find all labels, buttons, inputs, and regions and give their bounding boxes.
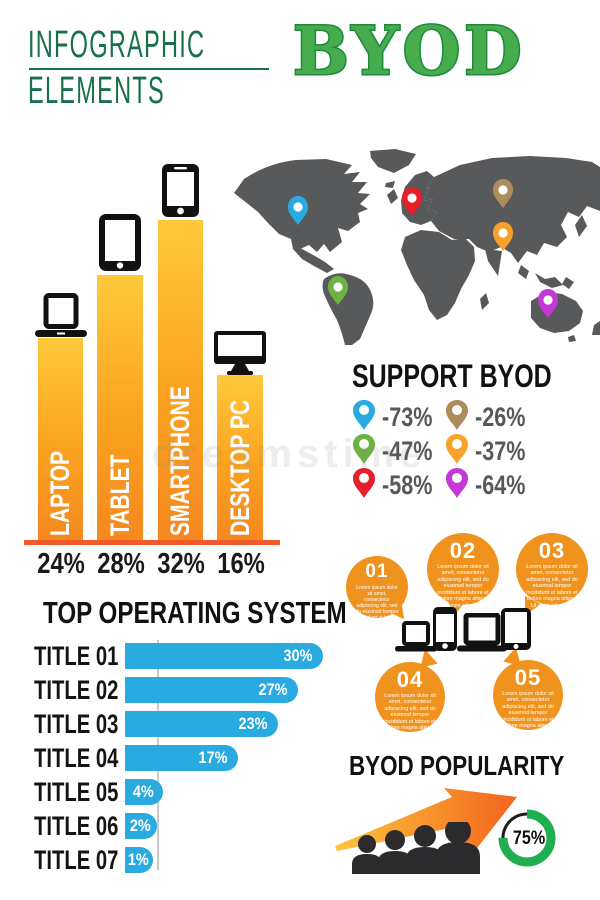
map-pin-tan — [493, 179, 513, 208]
map-pin-green — [328, 276, 348, 305]
laptop-icon — [35, 293, 87, 337]
bubble-4: 04 Lorem ipsum dolor sit amet, consectet… — [375, 662, 445, 744]
os-label-3: TITLE 03 — [34, 709, 119, 739]
os-bar-4: 17% — [125, 745, 238, 771]
os-chart-title: TOP OPERATING SYSTEM — [43, 595, 347, 630]
chart-baseline — [24, 540, 280, 545]
map-pin-orange — [493, 222, 513, 251]
tablet-icon — [501, 608, 531, 650]
os-bar-5: 4% — [125, 779, 163, 805]
support-pin-green — [353, 434, 375, 464]
support-value-orange: -37% — [475, 436, 526, 466]
os-label-7: TITLE 07 — [34, 845, 119, 875]
bar-label-tablet: TABLET — [105, 454, 135, 536]
support-pin-magenta — [446, 468, 468, 498]
bar-label-laptop: LAPTOP — [45, 450, 75, 536]
africa — [401, 230, 475, 320]
watermark: dreamstime — [152, 432, 427, 476]
support-value-magenta: -64% — [475, 470, 526, 500]
support-value-red: -58% — [382, 470, 433, 500]
os-label-4: TITLE 04 — [34, 743, 119, 773]
title-line-2: ELEMENTS — [28, 70, 165, 112]
value-desktop-pc: 16% — [217, 548, 265, 580]
bubble-5: 05 Lorem ipsum dolor sit amet, consectet… — [493, 660, 563, 742]
support-value-green: -47% — [382, 436, 433, 466]
bar-smartphone: SMARTPHONE — [158, 220, 203, 542]
bar-laptop: LAPTOP — [38, 338, 83, 542]
tablet-icon — [99, 214, 141, 271]
title-line-1: INFOGRAPHIC — [28, 24, 206, 66]
os-bar-7: 1% — [125, 847, 153, 873]
smartphone-icon — [433, 607, 457, 651]
smartphone-icon — [162, 164, 199, 217]
gauge-value: 75% — [512, 828, 546, 849]
os-bar-1: 30% — [125, 643, 323, 669]
greenland — [370, 149, 416, 173]
support-pin-orange — [446, 434, 468, 464]
os-bar-2: 27% — [125, 677, 298, 703]
laptop-icon — [457, 613, 507, 652]
support-value-tan: -26% — [475, 402, 526, 432]
bar-desktop-pc: DESKTOP PC — [217, 375, 263, 542]
os-bar-6: 2% — [125, 813, 157, 839]
support-pin-tan — [446, 400, 468, 430]
value-tablet: 28% — [97, 548, 145, 580]
world-map — [234, 149, 600, 345]
laptop-icon — [395, 621, 437, 652]
popularity-title: BYOD POPULARITY — [349, 750, 565, 781]
byod-logo: BYOD — [291, 12, 526, 90]
support-title: SUPPORT BYOD — [352, 358, 552, 394]
os-label-2: TITLE 02 — [34, 675, 119, 705]
desktop-pc-icon — [214, 331, 266, 375]
support-pin-red — [353, 468, 375, 498]
bar-tablet: TABLET — [97, 275, 143, 542]
page-title: INFOGRAPHIC ELEMENTS — [28, 26, 314, 110]
map-pin-blue — [288, 196, 308, 225]
os-label-1: TITLE 01 — [34, 641, 119, 671]
value-laptop: 24% — [37, 548, 85, 580]
asia — [423, 156, 600, 263]
os-bar-3: 23% — [125, 711, 278, 737]
os-label-5: TITLE 05 — [34, 777, 119, 807]
support-value-blue: -73% — [382, 402, 433, 432]
title-underline — [29, 68, 269, 70]
bubble-1: 01 Lorem ipsum dolor sit amet, consectet… — [346, 556, 408, 633]
bubble-3: 03 Lorem ipsum dolor sit amet, consectet… — [516, 533, 588, 615]
growth-arrow-icon — [335, 788, 517, 857]
os-label-6: TITLE 06 — [34, 811, 119, 841]
people-group-icon — [352, 822, 480, 874]
map-pin-red — [402, 187, 422, 216]
bubble-2: 02 Lorem ipsum dolor sit amet, consectet… — [427, 533, 499, 615]
map-pin-magenta — [538, 289, 558, 318]
gauge-donut — [498, 809, 556, 867]
value-smartphone: 32% — [157, 548, 205, 580]
support-pin-blue — [353, 400, 375, 430]
